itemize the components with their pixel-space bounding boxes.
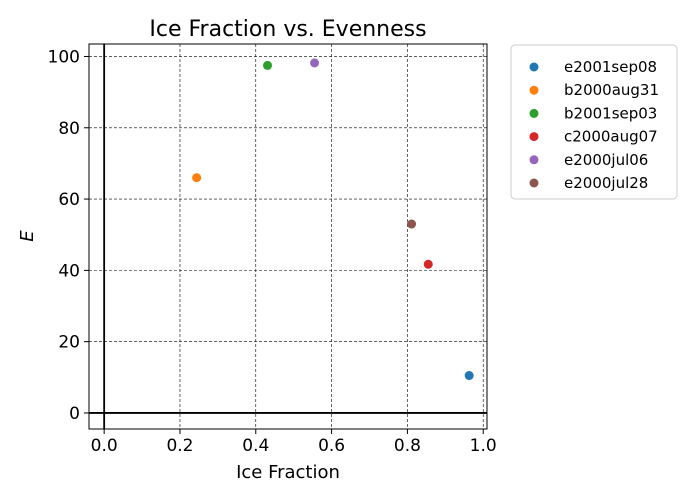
legend-marker-b2001sep03: [529, 108, 539, 118]
legend-label-b2001sep03: b2001sep03: [564, 104, 657, 122]
x-tick-label: 0.2: [166, 436, 193, 456]
data-points: [192, 58, 474, 381]
legend-marker-b2000aug31: [529, 85, 539, 95]
legend-label-e2000jul06: e2000jul06: [564, 151, 648, 169]
plot-area-frame: [88, 43, 488, 430]
legend: e2001sep08 b2000aug31 b2001sep03 c2000aug07…: [510, 44, 678, 200]
y-tick-label: 40: [58, 261, 80, 281]
data-point-e2000jul28: [407, 219, 417, 229]
x-tick-label: 0.6: [318, 436, 345, 456]
x-tick-label: 0.4: [242, 436, 269, 456]
x-tick-label: 0.0: [91, 436, 118, 456]
chart-title: Ice Fraction vs. Evenness: [149, 17, 426, 42]
legend-marker-e2000jul28: [529, 178, 539, 188]
legend-label-e2001sep08: e2001sep08: [564, 58, 657, 76]
y-tick-label: 80: [58, 119, 80, 139]
data-point-c2000aug07: [423, 259, 433, 269]
legend-label-e2000jul28: e2000jul28: [564, 174, 648, 192]
zero-reference-lines: [89, 44, 487, 429]
x-axis-ticks: 0.0 0.2 0.4 0.6 0.8 1.0: [91, 429, 497, 456]
legend-box: [510, 44, 678, 200]
legend-label-c2000aug07: c2000aug07: [564, 128, 658, 146]
y-tick-label: 0: [69, 404, 80, 424]
data-point-b2001sep03: [263, 60, 273, 70]
data-point-b2000aug31: [192, 173, 202, 183]
x-tick-label: 1.0: [470, 436, 497, 456]
y-axis-ticks: 0 20 40 60 80 100: [48, 47, 89, 424]
x-tick-label: 0.8: [394, 436, 421, 456]
legend-marker-c2000aug07: [529, 132, 539, 142]
y-tick-label: 20: [58, 333, 80, 353]
y-tick-label: 100: [48, 47, 80, 67]
y-axis-label: E: [17, 230, 38, 242]
data-point-e2001sep08: [464, 371, 474, 381]
x-axis-label: Ice Fraction: [236, 462, 340, 483]
legend-marker-e2001sep08: [529, 62, 539, 72]
legend-marker-e2000jul06: [529, 155, 539, 165]
data-point-e2000jul06: [310, 58, 320, 68]
legend-label-b2000aug31: b2000aug31: [564, 81, 659, 99]
grid-lines: [89, 44, 487, 429]
y-tick-label: 60: [58, 190, 80, 210]
